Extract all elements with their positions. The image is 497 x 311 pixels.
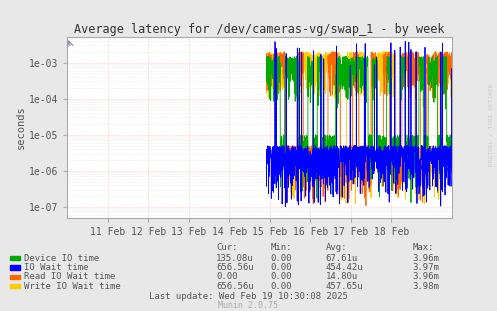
Text: 135.08u: 135.08u [216,254,254,262]
Text: 14.80u: 14.80u [326,272,358,281]
Text: 0.00: 0.00 [271,272,292,281]
Text: 457.65u: 457.65u [326,282,363,290]
Text: 3.97m: 3.97m [413,263,439,272]
Text: Last update: Wed Feb 19 10:30:08 2025: Last update: Wed Feb 19 10:30:08 2025 [149,292,348,300]
Text: 0.00: 0.00 [271,254,292,262]
Text: 0.00: 0.00 [271,263,292,272]
Text: Cur:: Cur: [216,243,238,252]
Text: Avg:: Avg: [326,243,347,252]
Text: 454.42u: 454.42u [326,263,363,272]
Text: Write IO Wait time: Write IO Wait time [24,282,121,290]
Text: 67.61u: 67.61u [326,254,358,262]
Text: Device IO time: Device IO time [24,254,99,262]
Text: 0.00: 0.00 [216,272,238,281]
Text: IO Wait time: IO Wait time [24,263,88,272]
Text: RRDTOOL / TOBI OETIKER: RRDTOOL / TOBI OETIKER [488,83,493,166]
Text: 3.98m: 3.98m [413,282,439,290]
Y-axis label: seconds: seconds [16,106,26,149]
Text: Read IO Wait time: Read IO Wait time [24,272,115,281]
Text: Munin 2.0.75: Munin 2.0.75 [219,301,278,310]
Text: 656.56u: 656.56u [216,282,254,290]
Text: Max:: Max: [413,243,434,252]
Text: 3.96m: 3.96m [413,272,439,281]
Text: 3.96m: 3.96m [413,254,439,262]
Title: Average latency for /dev/cameras-vg/swap_1 - by week: Average latency for /dev/cameras-vg/swap… [75,23,445,36]
Text: 656.56u: 656.56u [216,263,254,272]
Text: Min:: Min: [271,243,292,252]
Text: 0.00: 0.00 [271,282,292,290]
